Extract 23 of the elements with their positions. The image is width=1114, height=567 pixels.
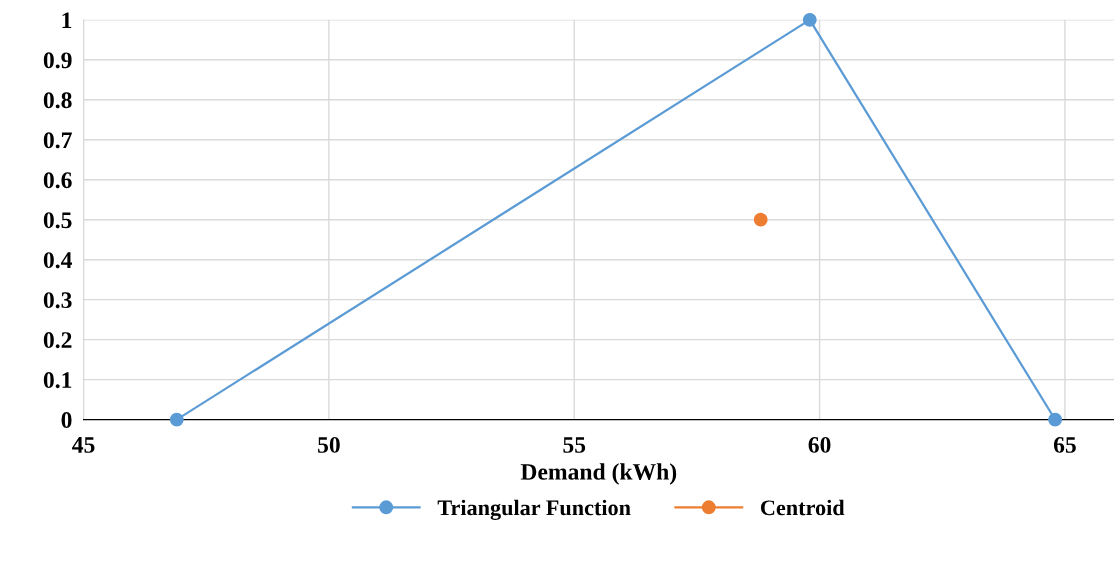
point bbox=[753, 212, 768, 227]
legend-label: Triangular Function bbox=[437, 499, 631, 520]
point bbox=[802, 12, 817, 27]
legend-label: Centroid bbox=[760, 499, 845, 516]
x-tick-label: 45 bbox=[72, 437, 95, 453]
y-tick-label: 0.7 bbox=[43, 132, 72, 149]
y-tick-label: 0.8 bbox=[43, 92, 72, 109]
y-tick-label: 0 bbox=[61, 412, 72, 428]
y-tick-label: 1 bbox=[62, 12, 72, 29]
y-tick-label: 0.1 bbox=[43, 372, 72, 389]
x-tick-label: 65 bbox=[1053, 437, 1076, 453]
point bbox=[169, 412, 184, 427]
x-tick-label: 55 bbox=[563, 437, 586, 453]
y-tick-label: 0.5 bbox=[43, 212, 72, 229]
y-tick-label: 0.6 bbox=[43, 172, 72, 189]
x-axis-title: Demand (kWh) bbox=[520, 463, 677, 485]
y-tick-label: 0.4 bbox=[43, 252, 72, 269]
y-tick-label: 0.2 bbox=[43, 332, 72, 349]
y-tick-label: 0.3 bbox=[43, 292, 72, 309]
x-tick-label: 60 bbox=[808, 436, 831, 453]
x-tick-label: 50 bbox=[318, 436, 340, 453]
point bbox=[1048, 412, 1063, 427]
y-tick-label: 0.9 bbox=[43, 52, 72, 69]
